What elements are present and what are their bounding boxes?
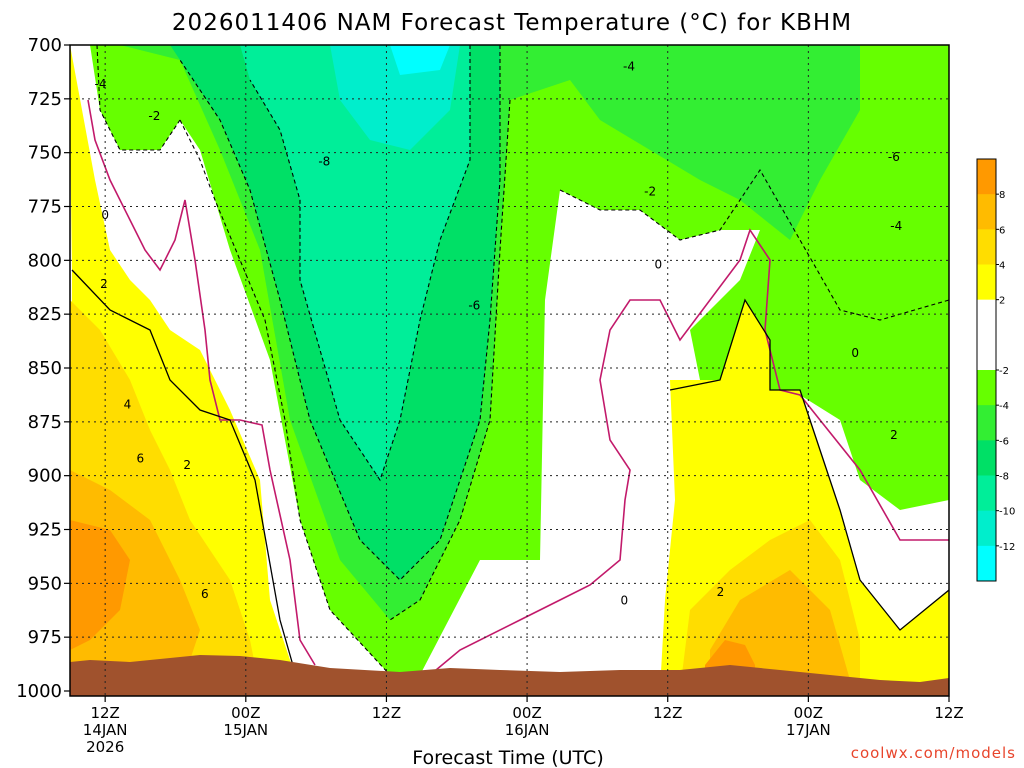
- colorbar-swatch: [977, 299, 996, 336]
- colorbar-swatch: [977, 475, 996, 512]
- colorbar-label: -4: [999, 401, 1009, 412]
- y-tick-label: 725: [28, 89, 62, 110]
- colorbar-swatch: [977, 510, 996, 547]
- contour-label: 6: [201, 587, 209, 601]
- field-region-minus8: [240, 45, 470, 480]
- colorbar-swatch: [977, 194, 996, 230]
- y-tick-label: 925: [28, 520, 62, 541]
- y-tick-label: 825: [28, 304, 62, 325]
- colorbar-swatch: [977, 405, 996, 441]
- colorbar-label: -6: [999, 436, 1009, 447]
- contour-label: -8: [318, 154, 330, 168]
- contour-label: 0: [655, 258, 663, 272]
- contour-label: -4: [94, 77, 106, 91]
- ground-surface: [70, 655, 949, 696]
- colorbar-label: 6: [999, 225, 1005, 236]
- contour-label: 0: [101, 208, 109, 222]
- x-tick-label: 2026: [86, 738, 124, 756]
- contour-minus2-dashed: [179, 119, 391, 676]
- x-tick-label: 16JAN: [505, 721, 550, 739]
- contour-zero-left: [87, 99, 316, 666]
- colorbar-swatch: [977, 229, 996, 265]
- contour-label: 0: [851, 346, 859, 360]
- colorbar-swatch: [977, 440, 996, 476]
- colorbar-swatch: [977, 264, 996, 301]
- contour-label: 4: [124, 398, 132, 412]
- contour-minus8-dashed: [249, 45, 471, 482]
- contour-label: -4: [890, 219, 902, 233]
- y-tick-label: 950: [28, 573, 62, 594]
- colorbar-label: -8: [999, 472, 1009, 483]
- y-tick-label: 775: [28, 197, 62, 218]
- contour-minus2-right-dashed: [559, 168, 949, 321]
- x-tick-label: 14JAN: [83, 721, 128, 739]
- colorbar-swatch: [977, 370, 996, 406]
- credit-text[interactable]: coolwx.com/models: [851, 744, 1016, 762]
- contour-plus2-left: [71, 269, 301, 691]
- plot-frame: [69, 44, 950, 697]
- y-tick-label: 875: [28, 412, 62, 433]
- x-axis-label: Forecast Time (UTC): [412, 747, 603, 768]
- x-tick-label: 12Z: [653, 704, 682, 722]
- colorbar-label: -10: [999, 507, 1015, 518]
- contour-label: 2: [183, 458, 191, 472]
- colorbar: 8 6 4 2 -2 -4 -6 -8 -10 -12: [976, 158, 1015, 582]
- colorbar-swatch: [977, 159, 996, 195]
- contour-lines: [71, 45, 949, 691]
- x-tick-label: 00Z: [231, 704, 260, 722]
- chart-title: 2026011406 NAM Forecast Temperature (°C)…: [172, 10, 852, 36]
- x-tick-label: 00Z: [794, 704, 823, 722]
- x-tick-label: 00Z: [512, 704, 541, 722]
- contour-label: -6: [888, 150, 900, 164]
- contour-label: -2: [644, 184, 656, 198]
- field-region-minus12: [390, 45, 450, 75]
- colorbar-label: 2: [999, 296, 1005, 307]
- y-tick-label: 700: [28, 35, 62, 56]
- contour-label: 6: [136, 451, 144, 465]
- contour-label: 2: [890, 428, 898, 442]
- contour-minus4-dashed: [96, 45, 511, 621]
- contour-label: -6: [468, 299, 480, 313]
- y-tick-label: 1000: [16, 681, 62, 702]
- grid: [70, 45, 950, 696]
- contour-label: -4: [623, 60, 635, 74]
- colorbar-swatch: [977, 334, 996, 371]
- x-tick-label: 12Z: [90, 704, 119, 722]
- contour-plus2-right: [669, 298, 949, 631]
- y-axis: 700 725 750 775 800 825 850 875 900 925 950 975 1000: [16, 35, 70, 702]
- contour-label: 0: [621, 594, 629, 608]
- contour-label: -2: [148, 109, 160, 123]
- colorbar-swatch: [977, 545, 996, 582]
- field-warm-deep-left: [70, 520, 130, 650]
- contour-field: [70, 45, 949, 696]
- y-tick-label: 975: [28, 627, 62, 648]
- contour-minus6-dashed: [179, 45, 501, 581]
- y-tick-label: 800: [28, 250, 62, 271]
- y-tick-label: 850: [28, 358, 62, 379]
- colorbar-label: -12: [999, 542, 1015, 553]
- colorbar-label: 4: [999, 261, 1005, 272]
- y-tick-label: 750: [28, 143, 62, 164]
- contour-label: 2: [717, 585, 725, 599]
- x-tick-label: 17JAN: [786, 721, 831, 739]
- field-warm-orange-left: [70, 470, 200, 690]
- contour-label: 2: [100, 277, 108, 291]
- y-tick-label: 900: [28, 466, 62, 487]
- colorbar-label: 8: [999, 190, 1005, 201]
- x-tick-label: 12Z: [372, 704, 401, 722]
- x-tick-label: 12Z: [934, 704, 963, 722]
- colorbar-label: -2: [999, 366, 1009, 377]
- x-tick-label: 15JAN: [223, 721, 268, 739]
